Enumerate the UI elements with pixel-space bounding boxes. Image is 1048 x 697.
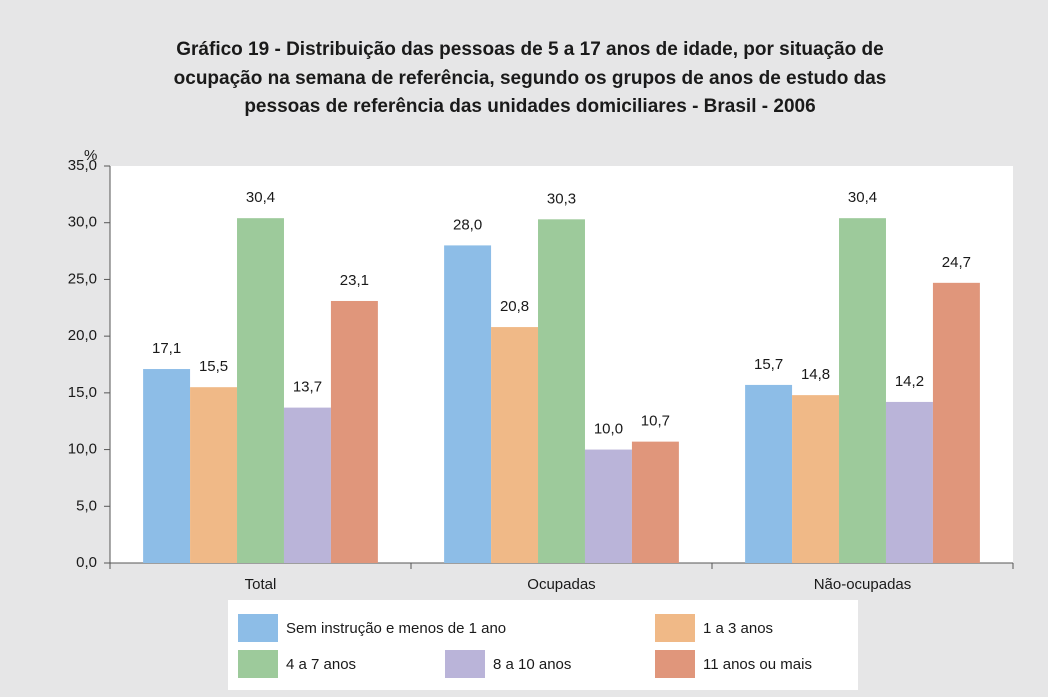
value-label: 20,8 bbox=[500, 298, 529, 315]
chart-title: Gráfico 19 - Distribuição das pessoas de… bbox=[176, 39, 883, 60]
value-label: 17,1 bbox=[152, 340, 181, 357]
chart-title: pessoas de referência das unidades domic… bbox=[244, 96, 815, 117]
y-tick-label: 30,0 bbox=[68, 214, 97, 231]
value-label: 10,0 bbox=[594, 421, 623, 438]
legend-swatch bbox=[445, 650, 485, 678]
value-label: 30,4 bbox=[246, 189, 275, 206]
legend-label: 1 a 3 anos bbox=[703, 620, 773, 637]
bar bbox=[792, 395, 840, 563]
y-tick-label: 10,0 bbox=[68, 441, 97, 458]
legend-swatch bbox=[655, 650, 695, 678]
bar bbox=[538, 219, 585, 563]
bar bbox=[237, 218, 284, 564]
legend-swatch bbox=[238, 614, 278, 642]
x-tick-label: Total bbox=[245, 576, 277, 593]
y-tick-label: 25,0 bbox=[68, 270, 97, 287]
value-label: 14,8 bbox=[801, 366, 830, 383]
bar bbox=[885, 401, 933, 563]
legend bbox=[228, 600, 858, 690]
value-label: 13,7 bbox=[293, 379, 322, 396]
legend-swatch bbox=[655, 614, 695, 642]
value-label: 28,0 bbox=[453, 216, 482, 233]
bar bbox=[190, 387, 238, 563]
y-tick-label: 5,0 bbox=[76, 497, 97, 514]
value-label: 24,7 bbox=[942, 254, 971, 271]
x-tick-label: Não-ocupadas bbox=[814, 576, 912, 593]
bar bbox=[491, 327, 539, 563]
value-label: 14,2 bbox=[895, 373, 924, 390]
chart-title: ocupação na semana de referência, segund… bbox=[174, 68, 887, 89]
bar bbox=[444, 245, 492, 563]
legend-label: 4 a 7 anos bbox=[286, 656, 356, 673]
y-tick-label: 0,0 bbox=[76, 554, 97, 571]
y-tick-label: 15,0 bbox=[68, 384, 97, 401]
bar bbox=[839, 218, 886, 564]
bar bbox=[283, 407, 331, 563]
x-tick-label: Ocupadas bbox=[527, 576, 595, 593]
y-axis-label: % bbox=[84, 147, 97, 164]
y-tick-label: 35,0 bbox=[68, 157, 97, 174]
value-label: 23,1 bbox=[340, 272, 369, 289]
value-label: 30,3 bbox=[547, 190, 576, 207]
value-label: 10,7 bbox=[641, 413, 670, 430]
bar bbox=[631, 441, 679, 563]
value-label: 15,7 bbox=[754, 356, 783, 373]
bar bbox=[584, 449, 632, 563]
value-label: 15,5 bbox=[199, 358, 228, 375]
legend-swatch bbox=[238, 650, 278, 678]
legend-label: 8 a 10 anos bbox=[493, 656, 571, 673]
y-tick-label: 20,0 bbox=[68, 327, 97, 344]
legend-label: 11 anos ou mais bbox=[703, 656, 812, 673]
bar bbox=[932, 282, 980, 563]
bar bbox=[745, 384, 793, 563]
value-label: 30,4 bbox=[848, 189, 877, 206]
bar bbox=[330, 300, 378, 563]
bar bbox=[143, 369, 191, 563]
legend-label: Sem instrução e menos de 1 ano bbox=[286, 620, 506, 637]
